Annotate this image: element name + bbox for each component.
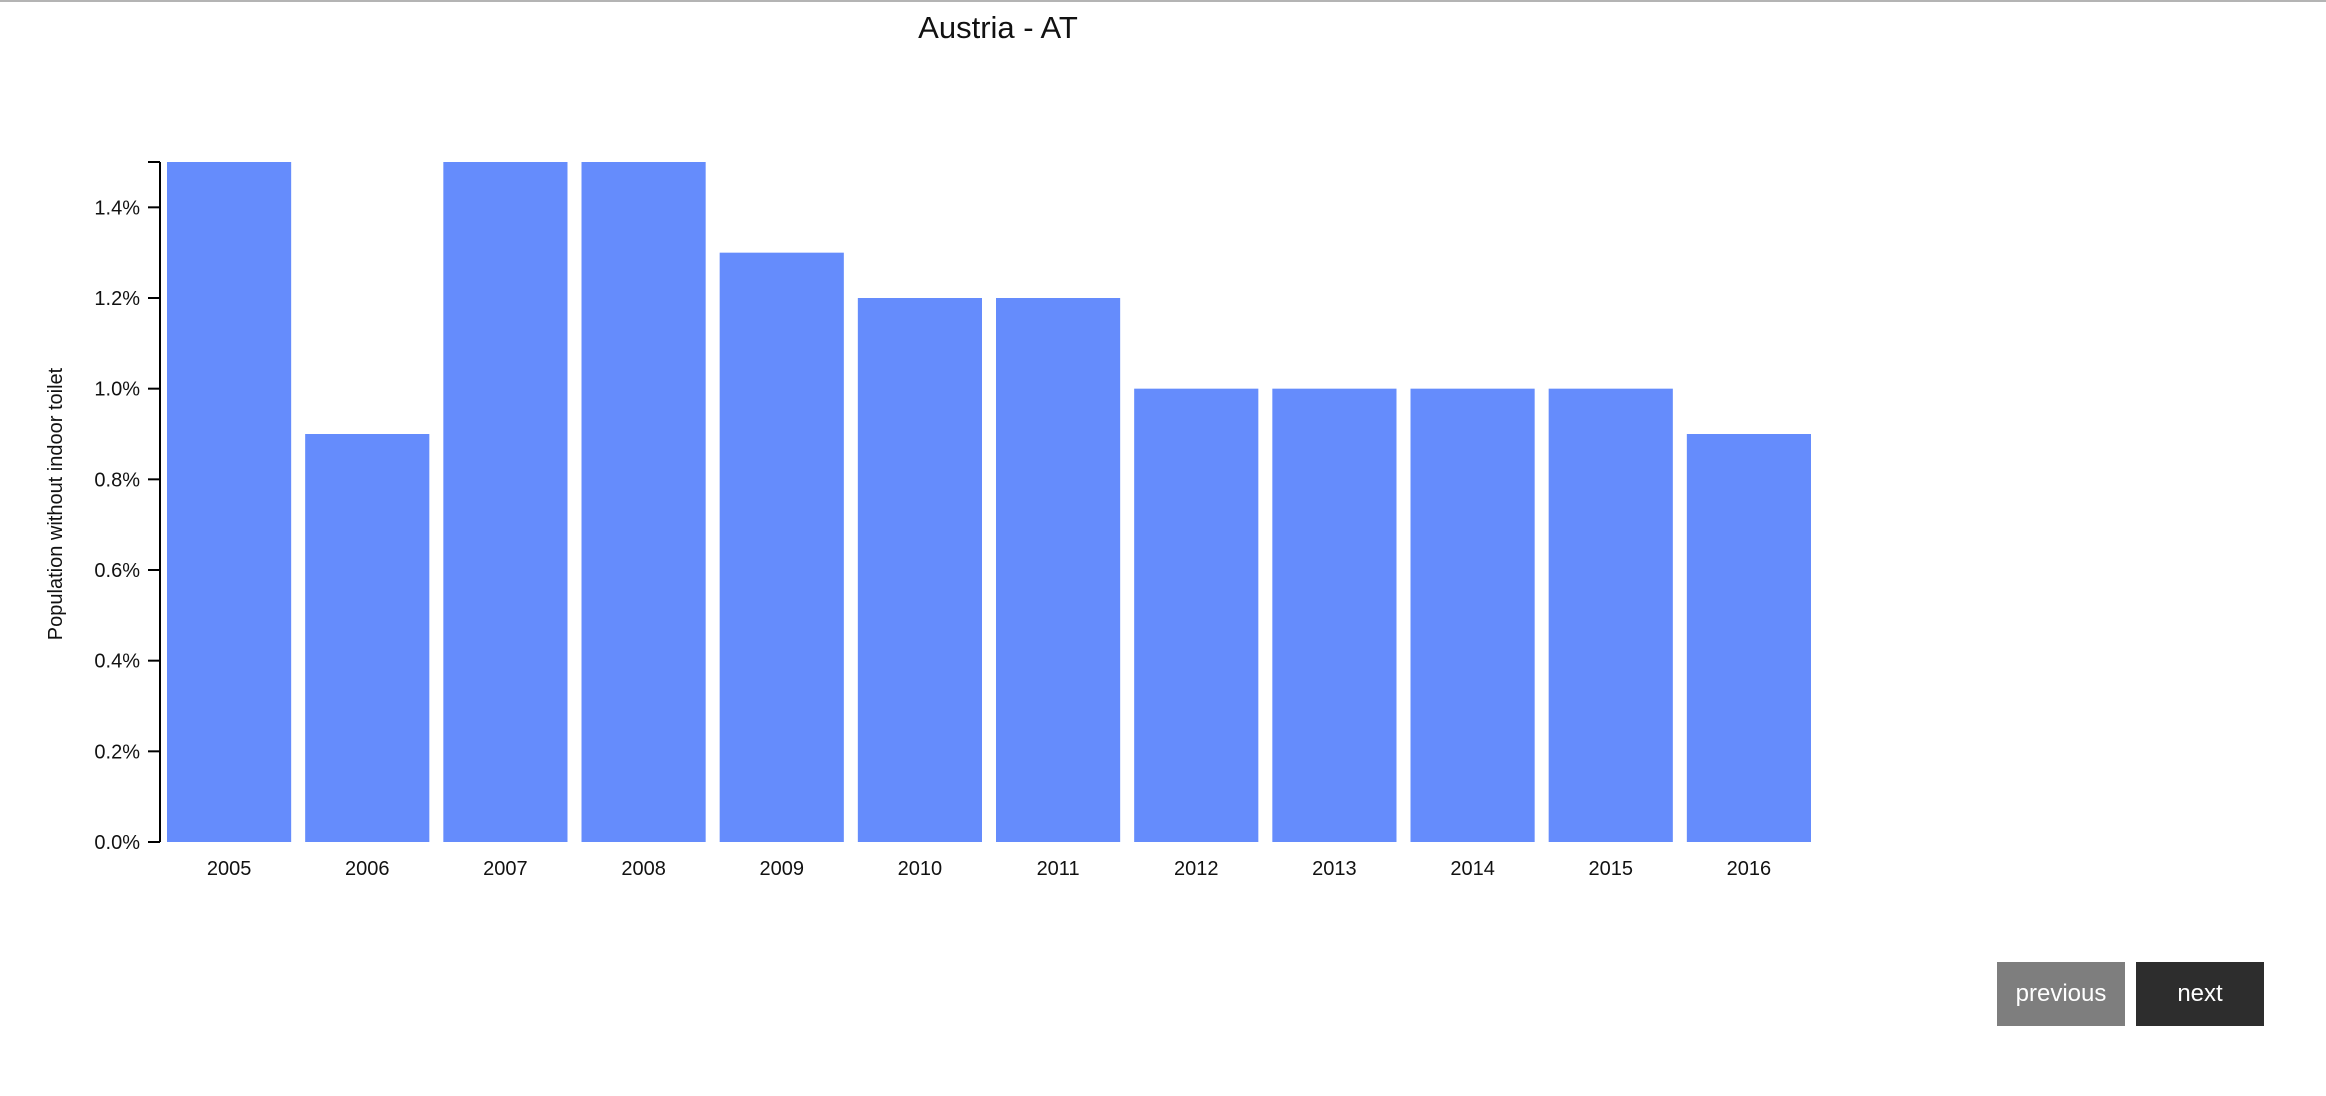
x-tick-label: 2009 <box>760 858 805 880</box>
next-button[interactable]: next <box>2136 962 2264 1026</box>
bar-2008 <box>581 162 706 842</box>
y-tick-label: 1.0% <box>94 379 140 401</box>
bar-2010 <box>857 298 982 842</box>
y-tick-label: 0.2% <box>94 741 140 763</box>
x-tick-label: 2010 <box>898 858 943 880</box>
x-tick-label: 2015 <box>1589 858 1634 880</box>
bar-2015 <box>1548 388 1673 842</box>
bar-2016 <box>1686 434 1811 842</box>
x-tick-label: 2008 <box>621 858 666 880</box>
y-tick-label: 0.4% <box>94 651 140 673</box>
y-axis: 0.0% 0.2% 0.4% 0.6% 0.8% 1.0% 1.2% 1.4% <box>94 161 161 854</box>
bar-2007 <box>443 162 568 842</box>
x-tick-label: 2016 <box>1727 858 1772 880</box>
y-tick-label: 0.8% <box>94 469 140 491</box>
top-border <box>0 0 2326 2</box>
bars-group <box>167 162 1811 842</box>
bar-2014 <box>1410 388 1535 842</box>
bar-2011 <box>996 298 1121 842</box>
x-tick-label: 2005 <box>207 858 252 880</box>
bar-2005 <box>167 162 292 842</box>
bar-2013 <box>1272 388 1397 842</box>
y-tick-label: 1.2% <box>94 288 140 310</box>
previous-button[interactable]: previous <box>1997 962 2125 1026</box>
chart-title: Austria - AT <box>918 10 1078 45</box>
y-axis-title: Population without indoor toilet <box>45 367 67 640</box>
x-tick-label: 2007 <box>483 858 528 880</box>
x-tick-label: 2014 <box>1450 858 1495 880</box>
bar-2009 <box>719 252 844 842</box>
x-axis: 2005 2006 2007 2008 2009 2010 2011 2012 2013 2014… <box>207 858 1771 880</box>
x-tick-label: 2012 <box>1174 858 1219 880</box>
x-tick-label: 2006 <box>345 858 390 880</box>
bar-2012 <box>1134 388 1259 842</box>
y-tick-label: 1.4% <box>94 197 140 219</box>
bar-2006 <box>305 434 430 842</box>
y-tick-label: 0.6% <box>94 560 140 582</box>
y-tick-label: 0.0% <box>94 832 140 854</box>
x-tick-label: 2011 <box>1037 858 1080 880</box>
x-tick-label: 2013 <box>1312 858 1357 880</box>
